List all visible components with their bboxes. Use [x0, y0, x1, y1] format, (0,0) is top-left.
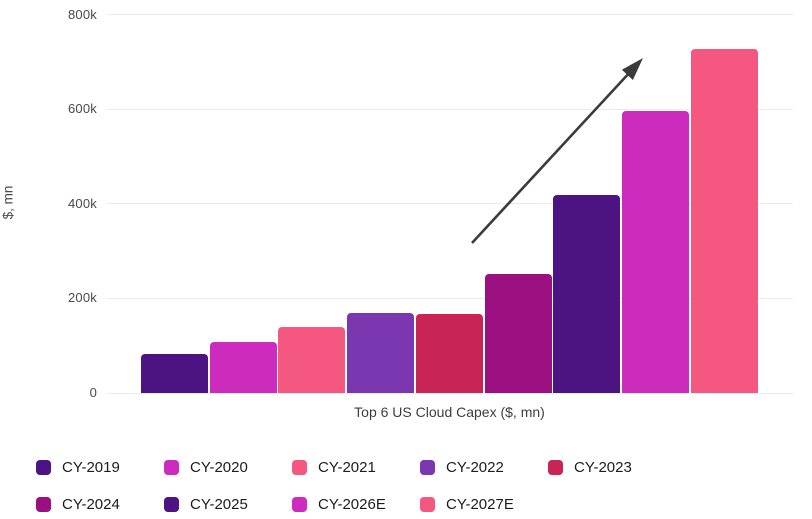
bar-cy-2019[interactable] — [141, 354, 208, 393]
legend-swatch-icon — [420, 497, 435, 512]
legend-item-cy-2026e[interactable]: CY-2026E — [292, 496, 420, 513]
gridline-800k — [106, 14, 793, 15]
gridline-600k — [106, 108, 793, 110]
legend-item-cy-2025[interactable]: CY-2025 — [164, 496, 292, 513]
legend-swatch-icon — [164, 460, 179, 475]
legend-swatch-icon — [420, 460, 435, 475]
legend-item-cy-2020[interactable]: CY-2020 — [164, 459, 292, 476]
legend-swatch-icon — [548, 460, 563, 475]
legend-swatch-icon — [36, 497, 51, 512]
x-axis-title: Top 6 US Cloud Capex ($, mn) — [354, 404, 545, 420]
legend-item-cy-2021[interactable]: CY-2021 — [292, 459, 420, 476]
bar-cy-2023[interactable] — [415, 313, 483, 393]
legend-swatch-icon — [292, 460, 307, 475]
legend-item-cy-2023[interactable]: CY-2023 — [548, 459, 676, 476]
legend-label: CY-2021 — [318, 459, 376, 476]
y-tick-label-0: 0 — [89, 385, 97, 400]
legend-label: CY-2024 — [62, 496, 120, 513]
legend-label: CY-2019 — [62, 459, 120, 476]
legend-item-cy-2027e[interactable]: CY-2027E — [420, 496, 548, 513]
legend-item-cy-2019[interactable]: CY-2019 — [36, 459, 164, 476]
y-tick-label-800k: 800k — [68, 6, 97, 22]
bar-cy-2021[interactable] — [278, 326, 346, 393]
legend-swatch-icon — [292, 497, 307, 512]
y-tick-label-600k: 600k — [68, 101, 97, 117]
bar-cy-2024[interactable] — [484, 273, 552, 393]
legend-label: CY-2023 — [574, 459, 632, 476]
y-tick-label-400k: 400k — [68, 195, 97, 211]
trend-arrow-head — [621, 58, 643, 80]
bar-cy-2025[interactable] — [553, 194, 621, 393]
legend-item-cy-2022[interactable]: CY-2022 — [420, 459, 548, 476]
gridline-400k — [106, 203, 793, 205]
legend-label: CY-2022 — [446, 459, 504, 476]
legend-swatch-icon — [164, 497, 179, 512]
bar-cy-2026e[interactable] — [621, 110, 689, 393]
bar-cy-2027e[interactable] — [690, 49, 758, 393]
gridline-0 — [106, 392, 793, 394]
bar-cy-2022[interactable] — [347, 312, 415, 393]
legend-label: CY-2026E — [318, 496, 386, 513]
chart-legend: CY-2019 CY-2020 CY-2021 CY-2022 CY-2023 CY-20… — [36, 449, 676, 519]
legend-label: CY-2020 — [190, 459, 248, 476]
gridline-200k — [106, 297, 793, 299]
bar-cy-2020[interactable] — [209, 342, 277, 393]
legend-label: CY-2027E — [446, 496, 514, 513]
legend-item-cy-2024[interactable]: CY-2024 — [36, 496, 164, 513]
legend-label: CY-2025 — [190, 496, 248, 513]
y-tick-label-200k: 200k — [68, 290, 97, 306]
legend-swatch-icon — [36, 460, 51, 475]
